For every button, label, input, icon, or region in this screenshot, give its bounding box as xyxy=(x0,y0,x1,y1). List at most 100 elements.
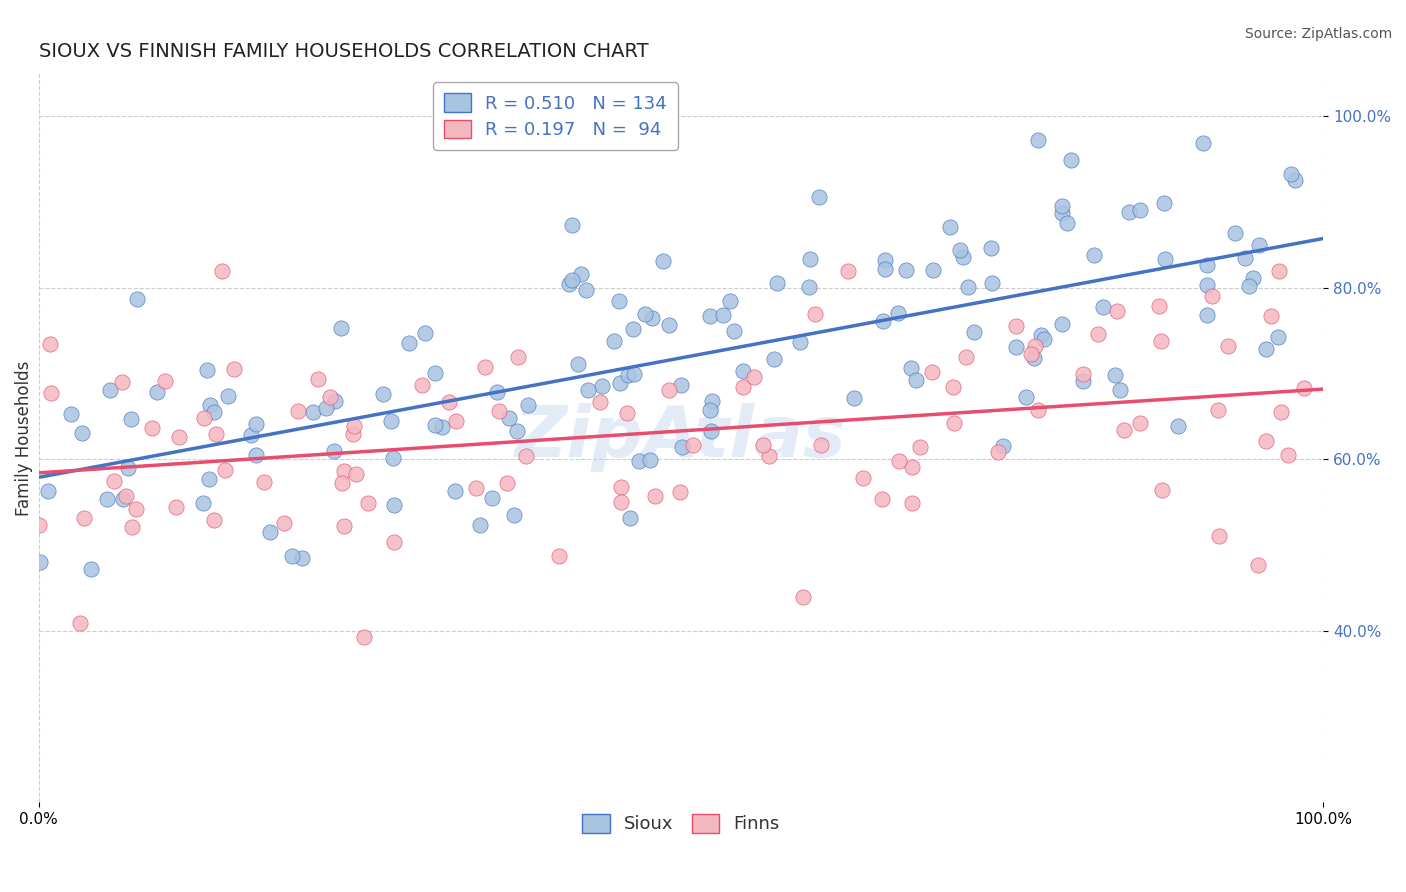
Point xyxy=(413,326,436,341)
Point xyxy=(1218,338,1240,352)
Point xyxy=(308,372,330,386)
Point xyxy=(197,472,219,486)
Point xyxy=(114,489,136,503)
Point xyxy=(1268,263,1291,277)
Point xyxy=(980,241,1002,255)
Point xyxy=(198,398,221,412)
Point xyxy=(39,385,62,400)
Point xyxy=(1107,303,1129,318)
Point xyxy=(1052,199,1074,213)
Point xyxy=(908,440,931,454)
Point xyxy=(382,450,405,465)
Point xyxy=(425,367,447,381)
Point xyxy=(591,379,613,393)
Point xyxy=(873,252,896,267)
Point xyxy=(193,495,215,509)
Point xyxy=(1195,278,1218,293)
Point xyxy=(1279,167,1302,181)
Point xyxy=(1108,383,1130,397)
Point xyxy=(1029,327,1052,342)
Point xyxy=(1032,332,1054,346)
Point xyxy=(333,519,356,533)
Point xyxy=(792,591,814,605)
Point xyxy=(1022,351,1045,365)
Point xyxy=(1192,136,1215,150)
Point xyxy=(70,425,93,440)
Point xyxy=(98,383,121,397)
Point xyxy=(343,418,366,433)
Point xyxy=(658,318,681,332)
Point xyxy=(481,491,503,506)
Point xyxy=(576,383,599,397)
Point xyxy=(700,424,723,438)
Point xyxy=(682,438,704,452)
Point xyxy=(875,262,897,277)
Point xyxy=(589,395,612,409)
Point xyxy=(111,376,134,390)
Point xyxy=(1254,342,1277,356)
Point xyxy=(619,511,641,525)
Point xyxy=(952,250,974,264)
Point xyxy=(1071,374,1094,388)
Point xyxy=(120,411,142,425)
Point xyxy=(617,368,640,382)
Point xyxy=(621,322,644,336)
Point xyxy=(245,417,267,432)
Point xyxy=(80,562,103,576)
Point xyxy=(1256,434,1278,449)
Point xyxy=(644,489,666,503)
Point xyxy=(718,294,741,309)
Point xyxy=(474,359,496,374)
Point xyxy=(558,277,581,292)
Point xyxy=(38,337,60,351)
Point xyxy=(515,449,537,463)
Point xyxy=(561,273,583,287)
Point xyxy=(301,405,323,419)
Point xyxy=(211,263,233,277)
Point xyxy=(942,379,965,393)
Point xyxy=(658,384,681,398)
Point xyxy=(837,263,859,277)
Point xyxy=(259,525,281,540)
Point xyxy=(1223,226,1246,240)
Point xyxy=(214,462,236,476)
Point xyxy=(887,306,910,320)
Point xyxy=(167,429,190,443)
Point xyxy=(1153,195,1175,210)
Point xyxy=(810,437,832,451)
Point xyxy=(344,467,367,481)
Point xyxy=(1237,279,1260,293)
Point xyxy=(165,500,187,514)
Point xyxy=(799,280,821,294)
Point xyxy=(357,496,380,510)
Point xyxy=(1104,368,1126,382)
Point xyxy=(942,416,965,430)
Point xyxy=(1292,381,1315,395)
Point xyxy=(217,388,239,402)
Point xyxy=(353,630,375,644)
Point xyxy=(939,219,962,234)
Point xyxy=(380,415,402,429)
Point xyxy=(330,476,353,491)
Point xyxy=(623,367,645,381)
Point xyxy=(291,551,314,566)
Point xyxy=(987,444,1010,458)
Point xyxy=(949,244,972,258)
Point xyxy=(901,495,924,509)
Point xyxy=(1087,326,1109,341)
Point xyxy=(342,426,364,441)
Point xyxy=(671,440,693,454)
Point xyxy=(332,464,354,478)
Point xyxy=(610,494,633,508)
Point xyxy=(503,508,526,522)
Text: SIOUX VS FINNISH FAMILY HOUSEHOLDS CORRELATION CHART: SIOUX VS FINNISH FAMILY HOUSEHOLDS CORRE… xyxy=(38,42,648,61)
Point xyxy=(37,483,59,498)
Point xyxy=(125,293,148,307)
Point xyxy=(1270,405,1292,419)
Point xyxy=(561,218,583,232)
Point xyxy=(59,407,82,421)
Point xyxy=(723,324,745,338)
Point xyxy=(1149,299,1171,313)
Point xyxy=(742,369,765,384)
Point xyxy=(486,385,509,400)
